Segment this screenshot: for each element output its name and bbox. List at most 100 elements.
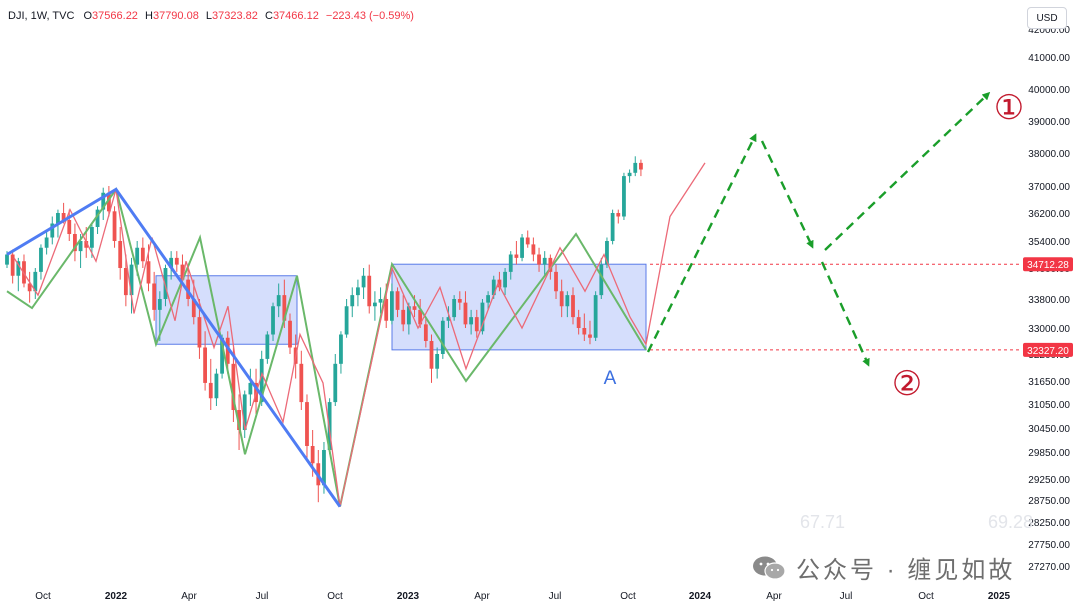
- projection-pullback-leg[interactable]: [760, 140, 814, 249]
- candle[interactable]: [248, 368, 253, 406]
- candle[interactable]: [265, 331, 270, 364]
- trend-line-blue[interactable]: [6, 187, 342, 508]
- candle[interactable]: [129, 257, 134, 314]
- candle[interactable]: [288, 313, 292, 355]
- candle[interactable]: [333, 354, 338, 406]
- candle[interactable]: [508, 251, 513, 280]
- candle[interactable]: [67, 209, 72, 241]
- candle[interactable]: [152, 271, 157, 321]
- projection-scenario-2[interactable]: [820, 261, 870, 367]
- candle[interactable]: [123, 254, 128, 307]
- candle[interactable]: [73, 223, 77, 262]
- currency-button[interactable]: USD: [1027, 7, 1067, 29]
- y-tick-label: 29250.00: [1028, 475, 1070, 486]
- candle[interactable]: [50, 216, 55, 245]
- candle[interactable]: [373, 291, 377, 321]
- candle[interactable]: [203, 331, 207, 391]
- candle[interactable]: [44, 230, 49, 255]
- projection-scenario-1[interactable]: [824, 91, 991, 251]
- candle[interactable]: [327, 398, 332, 455]
- candle[interactable]: [423, 317, 428, 348]
- candle[interactable]: [356, 279, 360, 307]
- y-tick-label: 35400.00: [1028, 237, 1070, 248]
- candle[interactable]: [503, 268, 507, 296]
- candle[interactable]: [457, 291, 462, 310]
- candle[interactable]: [33, 268, 38, 299]
- range-box-A[interactable]: [391, 263, 647, 351]
- candle[interactable]: [593, 291, 598, 341]
- projection-up-leg[interactable]: [646, 133, 757, 353]
- candle[interactable]: [395, 287, 400, 318]
- wave-green[interactable]: [6, 187, 647, 507]
- candle[interactable]: [101, 187, 106, 220]
- candle[interactable]: [95, 206, 100, 234]
- candle[interactable]: [27, 271, 32, 303]
- candle[interactable]: [599, 257, 604, 299]
- candle[interactable]: [118, 227, 123, 280]
- candle[interactable]: [639, 159, 643, 177]
- candle[interactable]: [480, 299, 485, 335]
- x-tick-label: Oct: [918, 591, 934, 602]
- candle[interactable]: [106, 186, 111, 217]
- candle[interactable]: [452, 295, 457, 321]
- candle[interactable]: [565, 291, 570, 318]
- candle[interactable]: [571, 287, 575, 325]
- candle[interactable]: [531, 237, 536, 262]
- candle[interactable]: [276, 283, 281, 318]
- candle[interactable]: [367, 264, 372, 314]
- candle[interactable]: [112, 206, 117, 248]
- annotations: A ① ②: [604, 88, 1025, 404]
- candle[interactable]: [174, 251, 179, 272]
- candle[interactable]: [469, 309, 474, 335]
- candles: [5, 156, 643, 503]
- candle[interactable]: [627, 169, 632, 183]
- candle[interactable]: [214, 368, 219, 406]
- candle[interactable]: [344, 299, 349, 338]
- ohlc-header: DJI, 1W, TVC O37566.22 H37790.08 L37323.…: [8, 10, 418, 22]
- candle[interactable]: [610, 209, 615, 245]
- candle[interactable]: [622, 172, 626, 220]
- wave-red[interactable]: [13, 162, 706, 507]
- marker-scenario-1: ①: [994, 88, 1024, 128]
- candle[interactable]: [474, 309, 479, 338]
- candle[interactable]: [339, 331, 343, 374]
- candle[interactable]: [520, 234, 524, 262]
- candle[interactable]: [350, 287, 355, 318]
- candle[interactable]: [271, 302, 275, 341]
- candle[interactable]: [514, 241, 519, 265]
- candle[interactable]: [361, 268, 366, 299]
- candle[interactable]: [378, 287, 383, 314]
- candle[interactable]: [429, 334, 434, 383]
- candle[interactable]: [435, 347, 440, 379]
- candle[interactable]: [208, 358, 213, 410]
- candle[interactable]: [633, 156, 638, 177]
- candle[interactable]: [299, 350, 304, 410]
- candle[interactable]: [10, 249, 15, 284]
- candle[interactable]: [554, 264, 558, 299]
- candle[interactable]: [537, 247, 541, 272]
- candle[interactable]: [559, 279, 564, 318]
- candle[interactable]: [305, 394, 309, 459]
- y-tick-label: 36200.00: [1028, 209, 1070, 220]
- candle[interactable]: [486, 291, 490, 310]
- candle[interactable]: [140, 237, 145, 269]
- candle[interactable]: [401, 295, 406, 332]
- candle[interactable]: [588, 320, 592, 345]
- y-tick-label: 33800.00: [1028, 295, 1070, 306]
- y-tick-label: 31650.00: [1028, 377, 1070, 388]
- candle[interactable]: [446, 306, 451, 328]
- candle[interactable]: [616, 209, 621, 224]
- candle[interactable]: [231, 347, 236, 423]
- x-tick-label: Oct: [620, 591, 636, 602]
- candle[interactable]: [39, 244, 43, 280]
- candle[interactable]: [463, 291, 468, 328]
- candle[interactable]: [389, 283, 394, 325]
- candle[interactable]: [582, 313, 587, 342]
- projection-arrows: [646, 91, 991, 367]
- candle[interactable]: [525, 230, 530, 248]
- candle[interactable]: [440, 317, 445, 359]
- candle[interactable]: [576, 309, 581, 335]
- candle[interactable]: [542, 251, 547, 276]
- candle[interactable]: [497, 271, 502, 292]
